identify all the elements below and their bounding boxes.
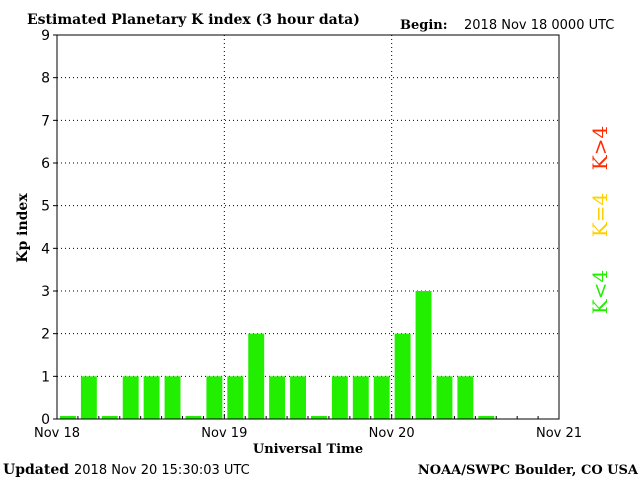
plot-area: 0 1 2 3 4 5 6 7 8 9 Nov 18 Nov 19 Nov 20 Nov 21 bbox=[34, 28, 582, 441]
kp-bar bbox=[143, 376, 160, 419]
y-tick-label: 1 bbox=[41, 369, 50, 385]
x-tick-label: Nov 18 bbox=[34, 426, 80, 441]
kp-bar bbox=[290, 376, 306, 419]
kp-bar bbox=[311, 416, 327, 419]
kp-bar bbox=[60, 416, 76, 419]
kp-bar bbox=[101, 416, 118, 419]
kp-bar bbox=[331, 376, 348, 419]
y-tick-label: 3 bbox=[41, 284, 50, 300]
kp-bar bbox=[394, 333, 411, 419]
kp-bar bbox=[185, 416, 202, 419]
x-tick-label: Nov 20 bbox=[369, 426, 415, 441]
legend-k-equal-4: K=4 bbox=[588, 193, 612, 237]
x-tick-label: Nov 19 bbox=[201, 426, 247, 441]
kp-bar bbox=[227, 376, 244, 419]
x-tick-label: Nov 21 bbox=[536, 426, 582, 441]
y-tick-label: 6 bbox=[41, 156, 50, 172]
updated-label: Updated bbox=[3, 462, 69, 478]
y-tick-label: 2 bbox=[41, 327, 50, 343]
kp-bar bbox=[206, 376, 223, 419]
kp-bar bbox=[248, 333, 265, 419]
y-tick-label: 7 bbox=[41, 113, 50, 129]
legend-k-below-4: K<4 bbox=[588, 270, 612, 314]
x-axis-label: Universal Time bbox=[253, 442, 363, 457]
kp-bar bbox=[122, 376, 139, 419]
kp-bar bbox=[436, 376, 453, 419]
legend-k-above-4: K>4 bbox=[588, 126, 612, 170]
kp-bar bbox=[478, 416, 495, 419]
kp-bar bbox=[457, 376, 474, 419]
chart-title: Estimated Planetary K index (3 hour data… bbox=[27, 12, 360, 28]
source-credit: NOAA/SWPC Boulder, CO USA bbox=[418, 463, 639, 478]
kp-bar bbox=[415, 291, 432, 419]
y-axis-label: Kp index bbox=[15, 193, 31, 263]
kp-bar bbox=[164, 376, 181, 419]
kp-bar bbox=[373, 376, 390, 419]
begin-value: 2018 Nov 18 0000 UTC bbox=[464, 18, 614, 33]
updated-value: 2018 Nov 20 15:30:03 UTC bbox=[74, 463, 250, 478]
y-tick-label: 0 bbox=[41, 412, 50, 428]
y-tick-label: 9 bbox=[41, 28, 50, 44]
begin-label: Begin: bbox=[400, 18, 448, 33]
kp-bar bbox=[269, 376, 286, 419]
y-tick-label: 8 bbox=[41, 71, 50, 87]
kp-bar bbox=[352, 376, 369, 419]
kp-bar bbox=[80, 376, 97, 419]
plot-frame bbox=[56, 34, 560, 420]
y-tick-label: 5 bbox=[41, 199, 50, 215]
y-tick-label: 4 bbox=[41, 241, 50, 257]
